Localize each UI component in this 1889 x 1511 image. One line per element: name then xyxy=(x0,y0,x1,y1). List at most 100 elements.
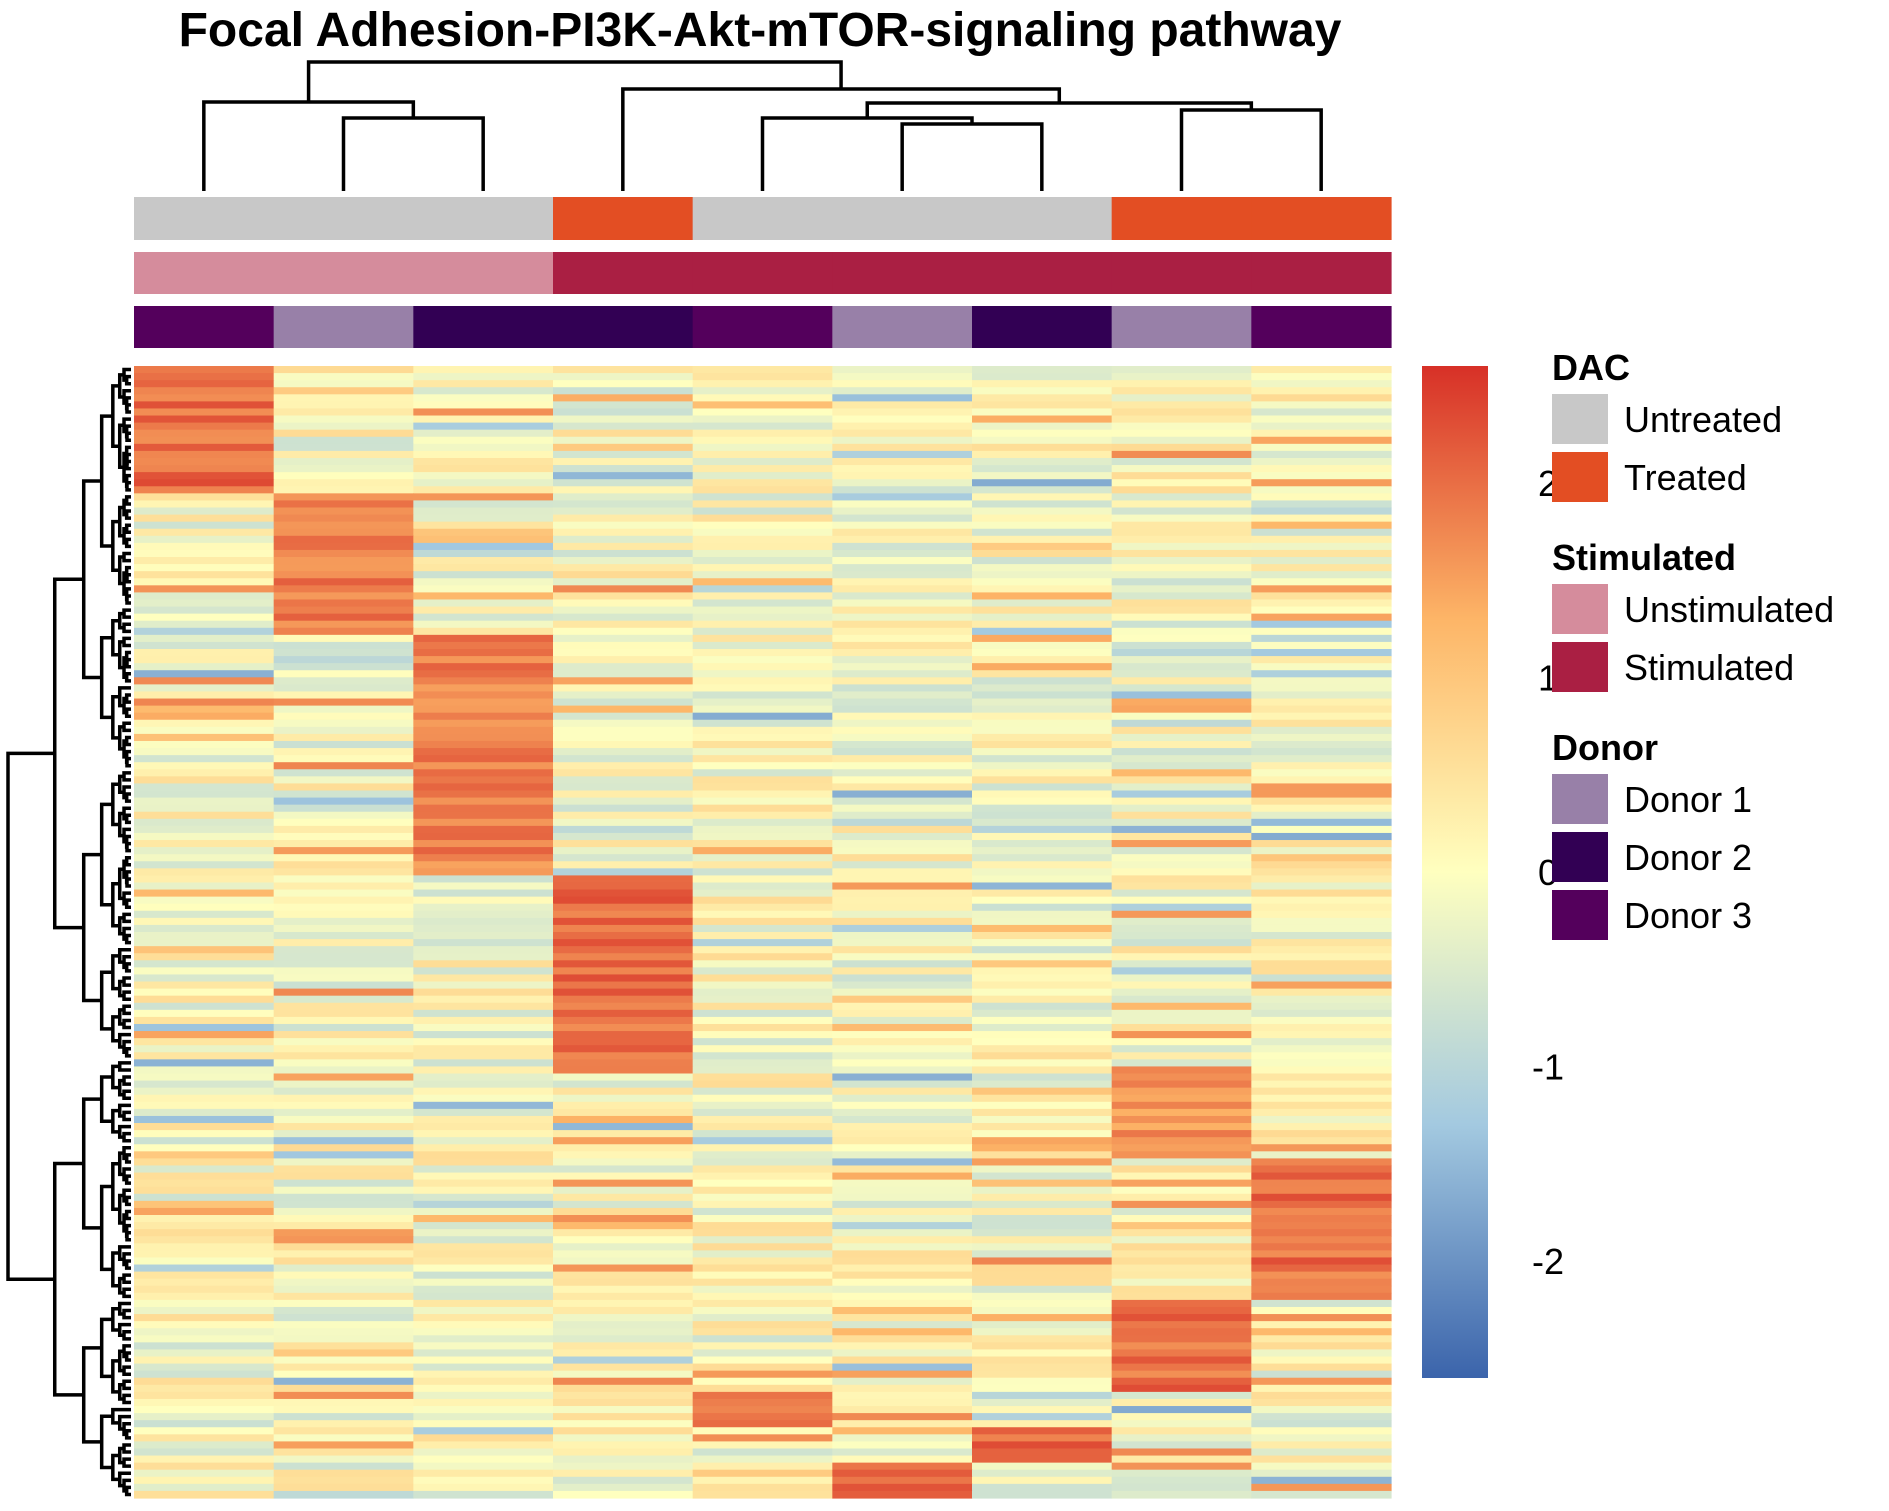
heatmap-cell xyxy=(832,663,973,671)
heatmap-cell xyxy=(1111,450,1252,459)
heatmap-cell xyxy=(413,988,554,997)
heatmap-cell xyxy=(692,521,833,530)
row-dendrogram-link xyxy=(122,1146,131,1161)
heatmap-cell xyxy=(972,1264,1113,1273)
heatmap-cell xyxy=(413,1193,554,1202)
heatmap-cell xyxy=(692,960,833,968)
heatmap-cell xyxy=(134,1031,275,1039)
heatmap-cell xyxy=(1111,1349,1252,1358)
heatmap-cell xyxy=(1251,606,1392,615)
row-dendrogram-link xyxy=(124,509,131,520)
heatmap-cell xyxy=(553,861,694,869)
heatmap-cell xyxy=(832,1448,973,1457)
heatmap-cell xyxy=(832,1406,973,1414)
heatmap-cell xyxy=(273,500,414,509)
heatmap-cell xyxy=(413,380,554,388)
heatmap-cell xyxy=(832,1427,973,1435)
heatmap-cell xyxy=(1111,755,1252,763)
heatmap-cell xyxy=(553,1073,694,1082)
heatmap-cell xyxy=(413,1398,554,1407)
row-dendrogram-link xyxy=(99,414,113,548)
heatmap-cell xyxy=(273,1490,414,1499)
heatmap-cell xyxy=(413,1391,554,1400)
heatmap-cell xyxy=(1111,514,1252,523)
heatmap-cell xyxy=(972,875,1113,884)
heatmap-cell xyxy=(134,1398,275,1407)
heatmap-cell xyxy=(972,514,1113,523)
heatmap-cell xyxy=(413,1023,554,1032)
heatmap-cell xyxy=(134,776,275,785)
heatmap-cell xyxy=(553,1370,694,1379)
heatmap-cell xyxy=(972,571,1113,579)
heatmap-cell xyxy=(553,1314,694,1322)
heatmap-cell xyxy=(413,1441,554,1450)
heatmap-cell xyxy=(972,832,1113,841)
heatmap-cell xyxy=(972,748,1113,756)
heatmap-cell xyxy=(1251,634,1392,643)
heatmap-cell xyxy=(273,1101,414,1110)
heatmap-cell xyxy=(413,542,554,551)
heatmap-cell xyxy=(413,797,554,806)
heatmap-cell xyxy=(972,394,1113,402)
heatmap-cell xyxy=(413,1434,554,1442)
heatmap-cell xyxy=(134,1115,275,1124)
annotation-cell-dac-2 xyxy=(413,197,554,240)
heatmap-cell xyxy=(1251,472,1392,480)
heatmap-cell xyxy=(1251,924,1392,933)
heatmap-cell xyxy=(273,924,414,933)
heatmap-cell xyxy=(273,1137,414,1145)
heatmap-cell xyxy=(972,1009,1113,1018)
heatmap-cell xyxy=(273,804,414,813)
heatmap-cell xyxy=(692,450,833,459)
heatmap-cell xyxy=(972,1462,1113,1471)
heatmap-cell xyxy=(413,981,554,990)
heatmap-cell xyxy=(413,1299,554,1308)
heatmap-cell xyxy=(553,528,694,537)
heatmap-cell xyxy=(553,450,694,459)
heatmap-cell xyxy=(972,656,1113,664)
heatmap-cell xyxy=(134,818,275,827)
heatmap-cell xyxy=(832,1264,973,1273)
heatmap-cell xyxy=(832,825,973,834)
heatmap-cell xyxy=(1251,854,1392,862)
heatmap-cell xyxy=(134,960,275,968)
heatmap-cell xyxy=(692,1059,833,1068)
heatmap-cell xyxy=(553,1115,694,1124)
heatmap-cell xyxy=(134,521,275,530)
heatmap-cell xyxy=(134,748,275,756)
heatmap-cell xyxy=(972,1059,1113,1068)
heatmap-cell xyxy=(1111,1151,1252,1159)
heatmap-cell xyxy=(134,450,275,459)
heatmap-cell xyxy=(832,641,973,650)
heatmap-cell xyxy=(134,1222,275,1230)
annotation-cell-dac-1 xyxy=(273,197,414,240)
heatmap-cell xyxy=(972,1123,1113,1131)
heatmap-cell xyxy=(553,620,694,629)
heatmap-cell xyxy=(972,1292,1113,1301)
heatmap-cell xyxy=(1111,1243,1252,1251)
heatmap-cell xyxy=(553,366,694,374)
heatmap-cell xyxy=(1111,1370,1252,1379)
heatmap-cell xyxy=(1111,415,1252,424)
annotation-cell-dac-4 xyxy=(692,197,833,240)
heatmap-cell xyxy=(972,896,1113,905)
heatmap-cell xyxy=(273,1413,414,1421)
heatmap-cell xyxy=(972,917,1113,926)
heatmap-cell xyxy=(413,401,554,410)
heatmap-cell xyxy=(134,1427,275,1435)
heatmap-cell xyxy=(553,924,694,933)
heatmap-cell xyxy=(273,740,414,749)
heatmap-cell xyxy=(273,1038,414,1046)
heatmap-cell xyxy=(413,592,554,601)
annotation-cell-stimulated-8 xyxy=(1251,252,1392,294)
heatmap-cell xyxy=(832,1271,973,1280)
heatmap-cell xyxy=(134,924,275,933)
heatmap-cell xyxy=(553,408,694,417)
row-dendrogram-link xyxy=(122,1167,131,1182)
heatmap-cell xyxy=(273,1398,414,1407)
heatmap-cell xyxy=(832,939,973,947)
heatmap-cell xyxy=(832,450,973,459)
heatmap-cell xyxy=(692,868,833,876)
heatmap-cell xyxy=(273,1299,414,1308)
heatmap-cell xyxy=(1251,1328,1392,1336)
